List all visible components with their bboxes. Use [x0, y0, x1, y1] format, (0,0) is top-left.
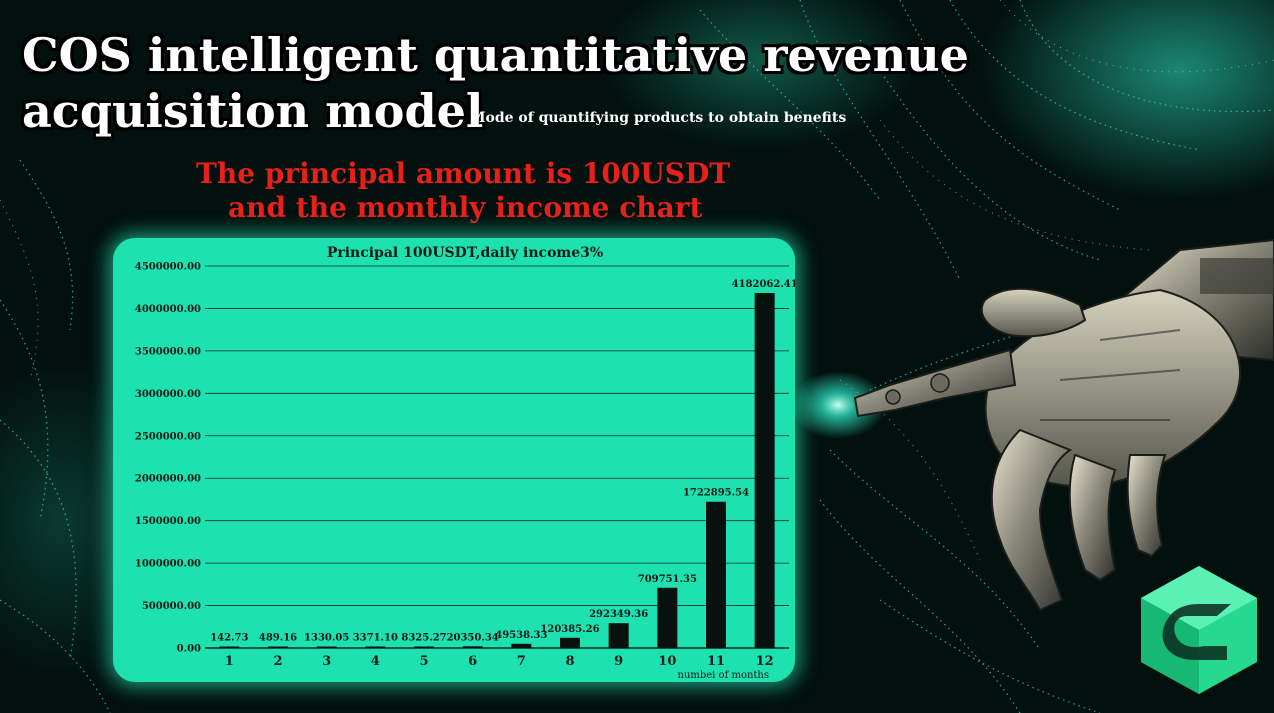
data-label: 292349.36: [589, 609, 648, 620]
x-tick-label: 9: [614, 654, 623, 669]
data-label: 4182062.41: [732, 279, 795, 290]
y-tick-label: 2500000.00: [135, 431, 201, 442]
bar: [511, 643, 532, 648]
y-tick-label: 3000000.00: [135, 389, 201, 400]
bar: [608, 623, 629, 648]
page-title-line-2: acquisition model: [22, 84, 484, 138]
page-title-line-1: COS intelligent quantitative revenue: [22, 28, 969, 82]
y-tick-label: 500000.00: [142, 601, 201, 612]
y-tick-label: 4500000.00: [135, 262, 201, 273]
bar: [657, 587, 678, 648]
brand-logo-icon: [1141, 566, 1257, 694]
bar: [462, 646, 483, 648]
x-tick-label: 4: [371, 654, 380, 669]
data-label: 20350.34: [447, 632, 499, 643]
x-tick-label: 2: [273, 654, 282, 669]
bar: [365, 646, 386, 648]
bar: [706, 501, 726, 648]
x-tick-label: 1: [225, 654, 234, 669]
x-tick-label: 10: [658, 654, 676, 669]
subtitle: Mode of quantifying products to obtain b…: [470, 110, 847, 126]
data-label: 142.73: [210, 633, 248, 644]
bar: [414, 646, 434, 648]
y-tick-label: 1000000.00: [135, 559, 201, 570]
x-axis-label: numbei of months: [678, 670, 770, 681]
y-tick-label: 3500000.00: [135, 346, 201, 357]
data-label: 120385.26: [540, 624, 599, 635]
red-heading-line-2: and the monthly income chart: [228, 191, 703, 224]
data-label: 1722895.54: [683, 488, 749, 499]
x-tick-label: 11: [707, 654, 725, 669]
x-tick-label: 3: [322, 654, 331, 669]
x-tick-label: 5: [419, 654, 428, 669]
bar: [268, 646, 288, 648]
y-tick-label: 1500000.00: [135, 516, 201, 527]
bar: [754, 292, 775, 648]
chart-title: Principal 100USDT,daily income3%: [327, 245, 603, 261]
data-label: 1330.05: [304, 633, 349, 644]
robot-hand-image: [853, 238, 1274, 612]
y-tick-label: 2000000.00: [135, 474, 201, 485]
bar: [316, 646, 337, 648]
x-tick-label: 6: [468, 654, 477, 669]
bar: [219, 646, 240, 648]
y-tick-label: 0.00: [177, 644, 201, 655]
red-heading-line-1: The principal amount is 100USDT: [196, 157, 731, 190]
y-tick-label: 4000000.00: [135, 304, 201, 315]
x-tick-label: 8: [565, 654, 574, 669]
chart-panel: Principal 100USDT,daily income3% 0.00 5000…: [113, 238, 795, 682]
bar: [560, 637, 580, 648]
data-label: 489.16: [259, 633, 297, 644]
data-label: 49538.33: [495, 630, 547, 641]
data-label: 8325.27: [401, 633, 446, 644]
bar-chart: Principal 100USDT,daily income3% 0.00 5000…: [135, 245, 795, 681]
x-tick-label: 12: [756, 654, 774, 669]
data-label: 709751.35: [638, 574, 697, 585]
x-tick-label: 7: [517, 654, 526, 669]
data-label: 3371.10: [353, 633, 398, 644]
